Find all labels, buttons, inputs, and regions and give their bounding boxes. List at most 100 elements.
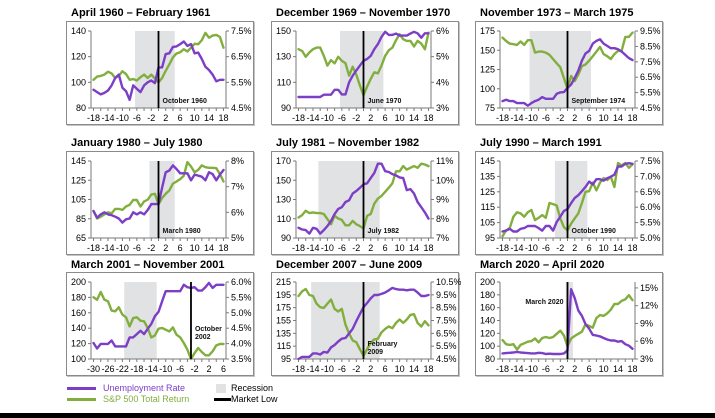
- chart-svg: -18 -14 -10 -6 -2 2 6 10 14 18 95 115 135 155 175 195 21…: [276, 277, 461, 374]
- x-tick-label: -18: [292, 364, 305, 374]
- x-tick-label: -22: [116, 364, 129, 374]
- y-right-tick-label: 9.5%: [436, 290, 457, 300]
- y-right-tick-label: 7%: [231, 182, 244, 192]
- y-left-tick-label: 125: [71, 175, 86, 185]
- market-low-label: September 1974: [572, 98, 626, 105]
- x-tick-label: 10: [599, 113, 609, 123]
- y-left-tick-label: 140: [71, 323, 86, 333]
- y-right-tick-label: 6.5%: [436, 328, 457, 338]
- x-tick-label: 2: [163, 113, 168, 123]
- x-tick-label: -2: [147, 243, 155, 253]
- chart-panel-1960: -18 -14 -10 -6 -2 2 6 10 14 18 80 100 120 140 4.5% 5.5%…: [66, 21, 254, 125]
- x-tick-label: -2: [147, 113, 155, 123]
- y-left-tick-label: 130: [276, 52, 291, 62]
- x-tick-label: -10: [525, 113, 538, 123]
- x-tick-label: -10: [321, 113, 334, 123]
- y-right-tick-label: 15%: [640, 283, 658, 293]
- market-low-label: March 1980: [163, 228, 201, 235]
- y-left-tick-label: 200: [71, 277, 86, 287]
- y-left-tick-label: 110: [277, 214, 291, 224]
- x-tick-label: 18: [627, 364, 637, 374]
- y-right-tick-label: 12%: [640, 301, 658, 311]
- market-low-label: February: [368, 341, 398, 348]
- y-right-tick-label: 7%: [436, 233, 449, 243]
- bottom-border-bar: [0, 413, 715, 418]
- y-right-tick-label: 4%: [436, 77, 449, 87]
- legend-label-sp500: S&P 500 Total Return: [103, 394, 190, 404]
- x-tick-label: -6: [542, 364, 550, 374]
- y-right-tick-label: 8.5%: [640, 41, 661, 51]
- legend-swatch-sp500: [67, 398, 96, 401]
- x-tick-label: 6: [587, 243, 592, 253]
- y-right-tick-label: 5.5%: [640, 218, 661, 228]
- y-left-tick-label: 95: [281, 354, 291, 364]
- x-tick-label: 18: [218, 113, 228, 123]
- x-tick-label: -18: [87, 113, 100, 123]
- x-tick-label: 18: [627, 243, 637, 253]
- panel-title: March 2020 – April 2020: [480, 259, 605, 271]
- x-tick-label: -18: [292, 113, 305, 123]
- x-tick-label: 18: [423, 113, 433, 123]
- x-tick-label: -10: [159, 364, 172, 374]
- x-tick-label: -18: [130, 364, 143, 374]
- y-right-tick-label: 5.0%: [640, 233, 661, 243]
- x-tick-label: -14: [510, 364, 523, 374]
- x-tick-label: 6: [383, 243, 388, 253]
- y-left-tick-label: 125: [480, 65, 495, 75]
- chart-panel-1980: -18 -14 -10 -6 -2 2 6 10 14 18 65 85 105 125 145 5% 6% 7%…: [66, 151, 254, 255]
- y-left-tick-label: 170: [276, 156, 291, 166]
- panel-title: July 1981 – November 1982: [276, 137, 420, 149]
- y-left-tick-label: 120: [480, 328, 495, 338]
- y-left-tick-label: 105: [480, 218, 495, 228]
- x-tick-label: 2: [572, 243, 577, 253]
- y-left-tick-label: 120: [71, 339, 86, 349]
- market-low-label: October 1990: [572, 228, 616, 235]
- chart-svg: -18 -14 -10 -6 -2 2 6 10 14 18 90 110 130 150 170 7% 8% 9…: [276, 156, 454, 253]
- chart-panel-1970: -18 -14 -10 -6 -2 2 6 10 14 18 90 110 130 150 3% 4% 5% 6%…: [271, 21, 459, 125]
- y-right-tick-label: 4.5%: [231, 103, 252, 113]
- x-tick-label: 2: [163, 243, 168, 253]
- recession-shade: [135, 31, 175, 108]
- y-left-tick-label: 100: [71, 77, 86, 87]
- x-tick-label: -10: [116, 243, 129, 253]
- x-tick-label: -14: [510, 243, 523, 253]
- y-left-tick-label: 150: [480, 45, 495, 55]
- market-low-label: June 1970: [368, 98, 402, 105]
- chart-svg: -18 -14 -10 -6 -2 2 6 10 14 18 80 100 120 140 4.5% 5.5%…: [71, 26, 252, 123]
- y-left-tick-label: 85: [76, 214, 86, 224]
- y-right-tick-label: 5.5%: [231, 77, 252, 87]
- y-right-tick-label: 8%: [436, 214, 449, 224]
- x-tick-label: 14: [204, 113, 214, 123]
- x-tick-label: -6: [338, 243, 346, 253]
- y-left-tick-label: 150: [276, 26, 291, 36]
- x-tick-label: 6: [587, 364, 592, 374]
- y-right-tick-label: 5.5%: [231, 292, 252, 302]
- y-left-tick-label: 160: [71, 308, 86, 318]
- x-tick-label: 14: [613, 113, 623, 123]
- x-tick-label: 2: [207, 364, 212, 374]
- y-left-tick-label: 180: [71, 292, 86, 302]
- x-tick-label: -10: [321, 364, 334, 374]
- x-tick-label: 10: [395, 243, 405, 253]
- y-right-tick-label: 6.0%: [640, 202, 661, 212]
- panel-title: March 2001 – November 2001: [71, 259, 225, 271]
- y-left-tick-label: 80: [76, 103, 86, 113]
- x-tick-label: 2: [572, 364, 577, 374]
- panel-title: July 1990 – March 1991: [480, 137, 602, 149]
- x-tick-label: -10: [525, 243, 538, 253]
- legend-swatch-market-low: [214, 398, 231, 401]
- y-right-tick-label: 10%: [436, 175, 454, 185]
- y-left-tick-label: 115: [481, 202, 495, 212]
- y-left-tick-label: 125: [480, 187, 495, 197]
- y-right-tick-label: 11%: [436, 156, 453, 166]
- panel-title: December 1969 – November 1970: [276, 7, 451, 19]
- y-right-tick-label: 7.5%: [640, 57, 661, 67]
- x-tick-label: -6: [338, 364, 346, 374]
- x-tick-label: -14: [101, 243, 114, 253]
- y-left-tick-label: 115: [277, 341, 291, 351]
- panel-title: January 1980 – July 1980: [71, 137, 203, 149]
- y-right-tick-label: 6.5%: [640, 72, 661, 82]
- x-tick-label: 6: [221, 364, 226, 374]
- x-tick-label: -2: [556, 243, 564, 253]
- legend-swatch-unemployment: [67, 387, 96, 390]
